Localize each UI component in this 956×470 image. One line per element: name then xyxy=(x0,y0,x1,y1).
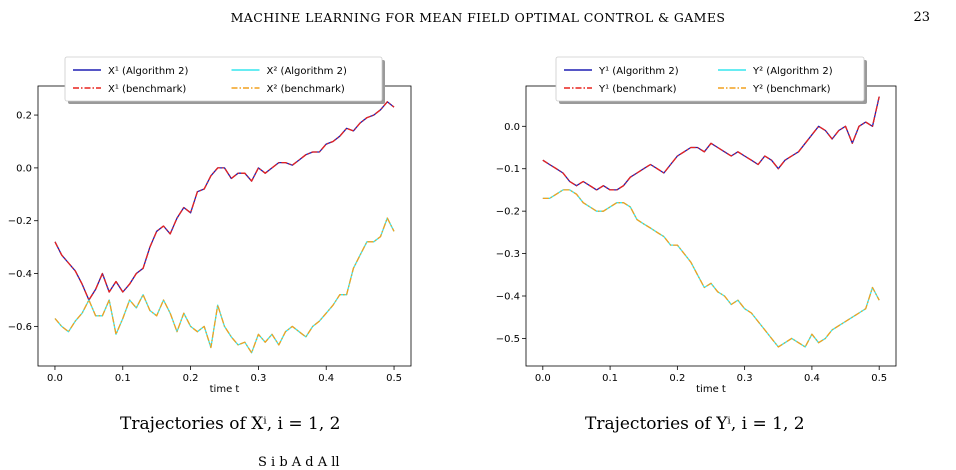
caption-right: Trajectories of Yⁱ, i = 1, 2 xyxy=(585,414,805,434)
series-line xyxy=(54,101,395,301)
legend-label: X¹ (Algorithm 2) xyxy=(108,66,188,77)
legend-box xyxy=(64,56,383,102)
series-line xyxy=(542,96,880,191)
legend-label: X¹ (benchmark) xyxy=(108,84,186,95)
series-line xyxy=(54,217,395,354)
x-tick-label: 0.1 xyxy=(602,373,618,384)
x-tick-label: 0.5 xyxy=(871,373,887,384)
caption-left: Trajectories of Xⁱ, i = 1, 2 xyxy=(120,414,341,434)
legend: Y¹ (Algorithm 2) Y¹ (benchmark) Y² (Algori… xyxy=(555,56,867,104)
x-tick-label: 0.2 xyxy=(183,373,199,384)
series-line xyxy=(542,189,880,348)
legend-label: Y¹ (benchmark) xyxy=(598,84,677,95)
legend: X¹ (Algorithm 2) X¹ (benchmark) X² (Algori… xyxy=(64,56,385,104)
y-tick-label: −0.2 xyxy=(8,216,32,227)
x-tick-label: 0.4 xyxy=(318,373,334,384)
legend-label: X² (Algorithm 2) xyxy=(267,66,347,77)
series-line xyxy=(542,189,880,348)
legend-label: Y² (Algorithm 2) xyxy=(752,66,833,77)
chart-1: 0.0 0.1 0.2 0.3 0.4 0.5 −0.6 −0.4 −0.2 0.0 0.2 time… xyxy=(8,56,412,395)
legend-box xyxy=(555,56,865,102)
x-tick-label: 0.2 xyxy=(669,373,685,384)
x-axis-label: time t xyxy=(210,384,240,395)
x-tick-label: 0.4 xyxy=(804,373,820,384)
y-tick-label: 0.0 xyxy=(504,122,520,133)
running-title: MACHINE LEARNING FOR MEAN FIELD OPTIMAL … xyxy=(230,10,726,25)
y-tick-label: 0.2 xyxy=(16,111,32,122)
page-header: MACHINE LEARNING FOR MEAN FIELD OPTIMAL … xyxy=(0,10,956,30)
x-tick-label: 0.3 xyxy=(737,373,753,384)
y-tick-label: −0.2 xyxy=(496,207,520,218)
x-tick-label: 0.0 xyxy=(47,373,63,384)
truncated-text-line: S i b A d A ll xyxy=(258,455,340,470)
series-group xyxy=(542,96,880,348)
series-line xyxy=(54,217,395,354)
x-tick-label: 0.0 xyxy=(535,373,551,384)
chart-2: 0.0 0.1 0.2 0.3 0.4 0.5 −0.5 −0.4 −0.3 −0.2 −0.1 0.… xyxy=(496,56,897,395)
y-tick-label: −0.4 xyxy=(496,292,520,303)
y-tick-label: 0.0 xyxy=(16,163,32,174)
page-number: 23 xyxy=(913,10,930,25)
y-tick-label: −0.5 xyxy=(496,334,520,345)
y-tick-label: −0.4 xyxy=(8,269,32,280)
series-group xyxy=(54,101,395,354)
y-tick-label: −0.1 xyxy=(496,164,520,175)
x-tick-label: 0.1 xyxy=(115,373,131,384)
x-tick-label: 0.3 xyxy=(250,373,266,384)
legend-label: Y¹ (Algorithm 2) xyxy=(598,66,679,77)
y-tick-label: −0.6 xyxy=(8,322,32,333)
legend-label: Y² (benchmark) xyxy=(752,84,831,95)
x-tick-label: 0.5 xyxy=(386,373,402,384)
y-tick-label: −0.3 xyxy=(496,249,520,260)
x-axis-label: time t xyxy=(696,384,726,395)
legend-label: X² (benchmark) xyxy=(267,84,345,95)
